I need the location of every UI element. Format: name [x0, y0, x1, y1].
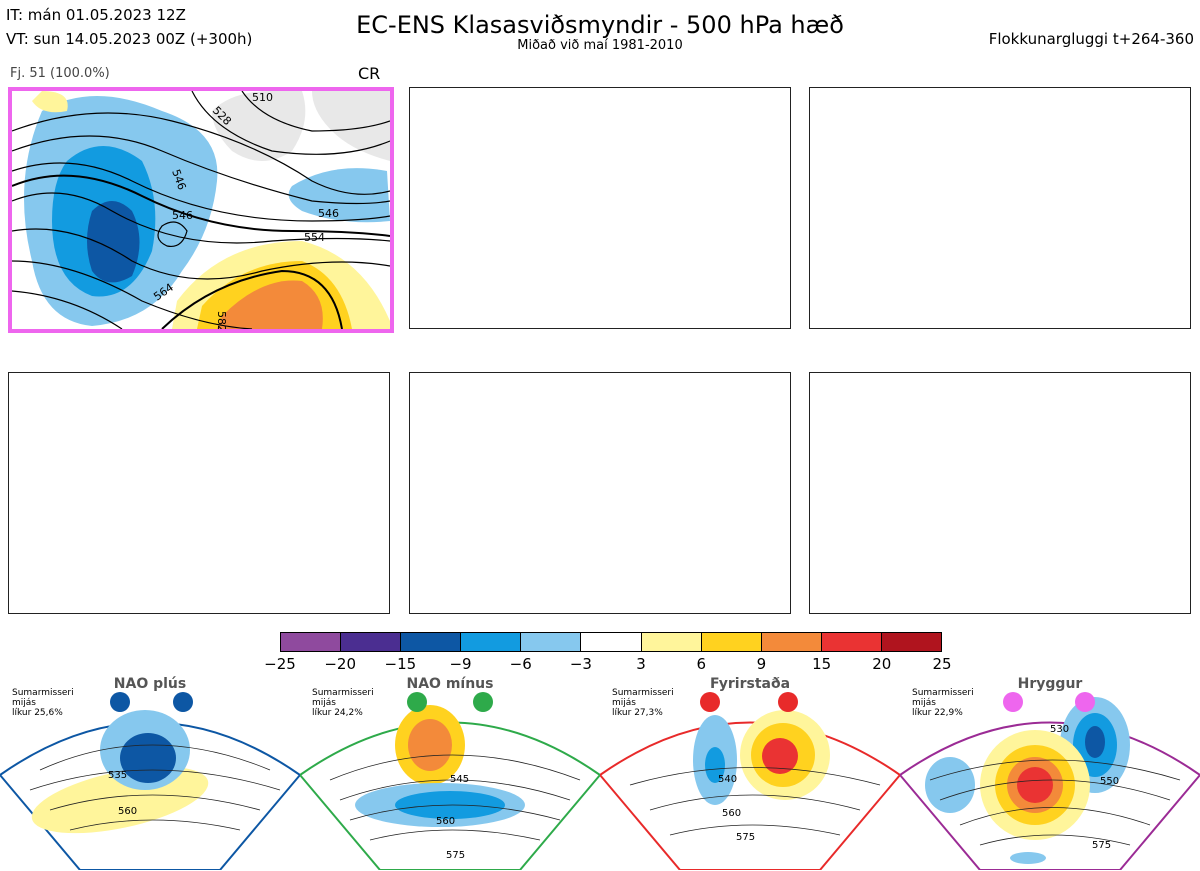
regime-nao-plus: 535 560 NAO plús Sumarmisseri mijás líkur …	[0, 670, 300, 870]
contour-label: 554	[304, 231, 325, 244]
valid-time: VT: sun 14.05.2023 00Z (+300h)	[6, 30, 253, 48]
colorbar-tick: −20	[324, 655, 356, 673]
colorbar-tick: 3	[636, 655, 646, 673]
colorbar-cell	[701, 633, 762, 651]
contour-label: 575	[446, 850, 465, 861]
contour-label: 545	[450, 774, 469, 785]
regime-ridge: 530 550 575 Hryggur Sumarmisseri mijás lík…	[900, 670, 1200, 870]
contour-label: 575	[1092, 840, 1111, 851]
contour-label: 510	[252, 91, 273, 104]
colorbar-tick: 6	[696, 655, 707, 673]
colorbar-cell	[341, 633, 402, 651]
cluster-map-empty	[809, 372, 1191, 614]
colorbar-cell	[881, 633, 942, 651]
page-title: EC-ENS Klasasviðsmyndir - 500 hPa hæð	[356, 11, 844, 39]
colorbar-tick: 25	[932, 655, 952, 673]
cluster-map-empty	[409, 87, 791, 329]
colorbar-cell	[821, 633, 882, 651]
regime-info: Sumarmisseri mijás líkur 25,6%	[12, 688, 74, 718]
colorbar-tick: −25	[264, 655, 296, 673]
colorbar-tick: 9	[756, 655, 767, 673]
colorbar-tick: −9	[449, 655, 472, 673]
colorbar-cell	[761, 633, 822, 651]
regime-info: Sumarmisseri mijás líkur 24,2%	[312, 688, 374, 718]
cluster-label: Fj. 51 (100.0%)	[10, 66, 110, 81]
colorbar-cell	[281, 633, 342, 651]
contour-label: 582	[215, 311, 228, 329]
cluster-map-empty	[409, 372, 791, 614]
regime-title: NAO mínus	[406, 676, 494, 692]
contour-label: 560	[722, 808, 741, 819]
regime-title: NAO plús	[113, 676, 187, 692]
contour-label: 560	[436, 816, 455, 827]
colorbar-tick: 15	[812, 655, 832, 673]
colorbar-cell	[641, 633, 702, 651]
cluster-map-empty	[8, 372, 390, 614]
regime-info: Sumarmisseri mijás líkur 27,3%	[612, 688, 674, 718]
colorbar-cell	[461, 633, 522, 651]
cluster-code: CR	[358, 64, 381, 83]
regime-title: Hryggur	[1017, 676, 1083, 692]
colorbar-tick: −15	[384, 655, 417, 673]
colorbar-tick: −6	[509, 655, 532, 673]
regime-info: Sumarmisseri mijás líkur 22,9%	[912, 688, 974, 718]
cluster-map-main: 546 546 546 528 510 564 582 554	[8, 87, 394, 333]
regime-title: Fyrirstaða	[709, 676, 791, 692]
cluster-map-empty	[809, 87, 1191, 329]
colorbar-cell	[521, 633, 582, 651]
colorbar	[280, 632, 942, 652]
page-subtitle: Miðað við maí 1981-2010	[517, 38, 683, 53]
contour-label: 575	[736, 832, 755, 843]
contour-label: 540	[718, 774, 737, 785]
classification-window: Flokkunargluggi t+264-360	[988, 30, 1194, 48]
contour-label: 530	[1050, 724, 1069, 735]
colorbar-tick: −3	[569, 655, 592, 673]
colorbar-cell	[581, 633, 642, 651]
contour-label: 546	[318, 207, 339, 220]
regime-blocking: 540 560 575 Fyrirstaða Sumarmisseri mijás…	[600, 670, 900, 870]
colorbar-cell	[401, 633, 462, 651]
colorbar-tick: 20	[872, 655, 892, 673]
contour-label: 535	[108, 770, 127, 781]
regime-nao-minus: 545 560 575 NAO mínus Sumarmisseri mijás l…	[300, 670, 600, 870]
contour-label: 560	[118, 806, 137, 817]
contour-label: 550	[1100, 776, 1119, 787]
contour-label: 546	[172, 209, 193, 222]
init-time: IT: mán 01.05.2023 12Z	[6, 6, 186, 24]
